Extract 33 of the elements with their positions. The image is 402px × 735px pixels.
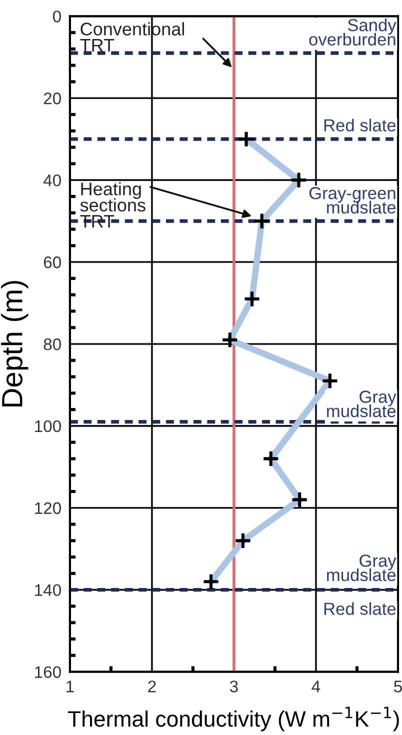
point xyxy=(234,532,252,550)
x-tick-label: 1 xyxy=(66,680,74,692)
y-tick-label: 40 xyxy=(43,174,61,186)
y-tick-label: 140 xyxy=(35,584,61,596)
annotation: Gray mudslate xyxy=(327,390,396,418)
point xyxy=(262,450,280,468)
annotation: Sandy overburden xyxy=(309,18,396,46)
point xyxy=(221,331,239,349)
point xyxy=(290,490,308,509)
annotation: Red slate xyxy=(324,602,396,615)
annotation: Heating sections TRT xyxy=(80,182,146,228)
point xyxy=(321,372,339,390)
y-tick-label: 0 xyxy=(52,10,61,22)
point xyxy=(237,130,256,148)
x-tick-label: 3 xyxy=(230,680,238,692)
annotation: Gray-green mudslate xyxy=(309,187,396,214)
y-tick-label: 160 xyxy=(35,666,61,678)
point xyxy=(202,572,220,590)
y-tick-label: 60 xyxy=(44,256,61,268)
annotation: Gray mudslate xyxy=(327,554,396,582)
x-axis-title: Thermal conductivity (W m$^{−1}$K$^{−1}$) xyxy=(68,706,399,732)
annotation: Red slate xyxy=(324,118,396,132)
point xyxy=(243,290,261,308)
x-tick-label: 4 xyxy=(312,680,320,692)
x-tick-label: 2 xyxy=(148,680,156,692)
y-tick-label: 100 xyxy=(35,420,61,432)
y-tick-label: 120 xyxy=(35,502,61,514)
point xyxy=(290,171,308,189)
y-axis-title: Depth (m) xyxy=(1,280,28,406)
x-tick-label: 5 xyxy=(394,680,402,692)
y-tick-label: 80 xyxy=(44,338,61,350)
point xyxy=(253,212,271,230)
y-tick-label: 20 xyxy=(44,92,61,104)
